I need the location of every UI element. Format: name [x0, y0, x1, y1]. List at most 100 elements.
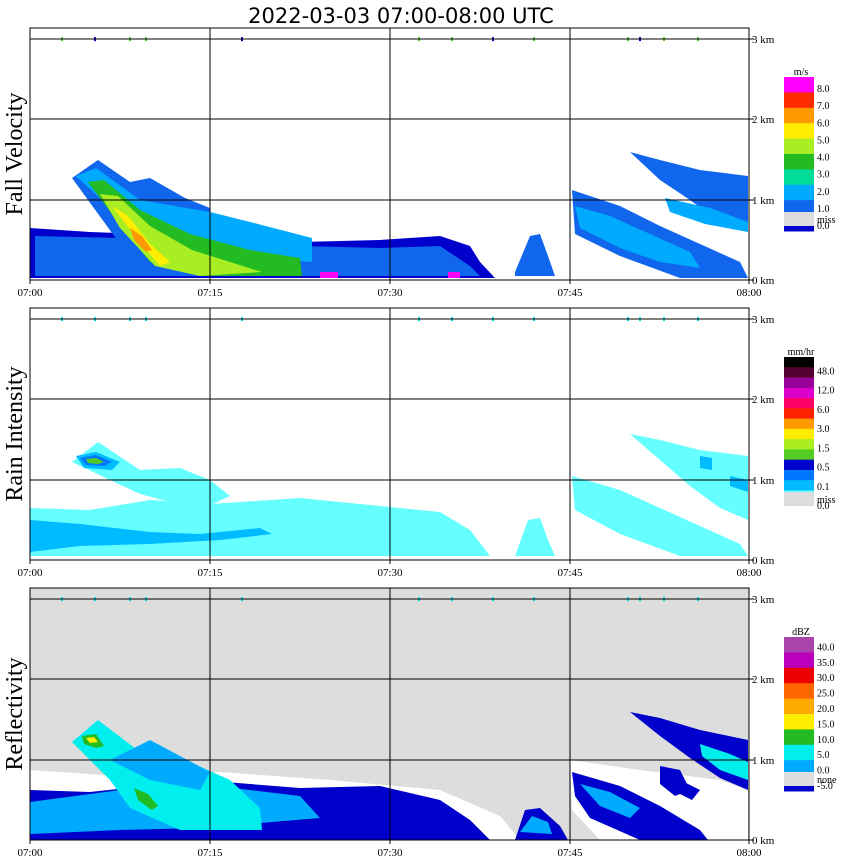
legend-unit: dBZ: [792, 627, 810, 638]
legend-label: 10.0: [817, 735, 835, 746]
echo-region: [110, 740, 210, 790]
echo-region: [572, 772, 708, 840]
legend-swatch: [784, 107, 814, 124]
echo-layer: [30, 152, 748, 278]
km-tick-label: 3 km: [752, 34, 775, 46]
time-tick-label: 07:00: [17, 287, 43, 299]
legend-missing-swatch: [784, 492, 814, 506]
time-tick-label: 08:00: [736, 567, 762, 579]
legend-label: 1.0: [817, 204, 830, 215]
echo-region: [580, 784, 640, 818]
legend-swatch: [784, 428, 814, 440]
legend-swatch: [784, 77, 814, 93]
echo-region: [575, 206, 700, 268]
legend-swatch: [784, 698, 814, 715]
legend-swatch: [784, 683, 814, 700]
legend-label: 7.0: [817, 101, 830, 112]
km-tick-label: 2 km: [752, 394, 775, 406]
time-tick-label: 07:15: [197, 287, 223, 299]
time-tick-label: 07:30: [377, 847, 403, 859]
legend-swatch: [784, 469, 814, 481]
legend-label: 12.0: [817, 386, 835, 397]
legend-label: 5.0: [817, 750, 830, 761]
legend-missing-label: none: [817, 775, 837, 786]
legend-swatch: [784, 459, 814, 471]
legend-label: 6.0: [817, 118, 830, 129]
legend-swatch: [784, 408, 814, 420]
echo-region: [700, 456, 748, 492]
legend-swatch: [784, 138, 814, 155]
time-tick-label: 08:00: [736, 847, 762, 859]
legend-label: 8.0: [817, 84, 830, 95]
time-tick-label: 07:15: [197, 567, 223, 579]
legend-label: 40.0: [817, 642, 835, 653]
legend-swatch: [784, 480, 814, 491]
legend-swatch: [784, 714, 814, 730]
legend-swatch: [784, 500, 814, 512]
legend-swatch: [784, 357, 814, 368]
panel-reflectivity: 0 km 1 km 2 km 3 km 07:00 07:15 07:30 07:45 08:0…: [2, 587, 837, 859]
echo-region: [86, 737, 98, 743]
legend-swatch: [784, 92, 814, 109]
panel-ylabel: Fall Velocity: [2, 93, 28, 216]
time-tick-label: 07:30: [377, 567, 403, 579]
legend-swatch: [784, 637, 814, 653]
km-tick-label: 2 km: [752, 674, 775, 686]
legend-missing-label: miss: [817, 495, 835, 506]
km-tick-label: 2 km: [752, 114, 775, 126]
legend-swatch: [784, 418, 814, 430]
echo-region: [700, 744, 748, 780]
echo-region: [320, 272, 460, 278]
legend-swatch: [784, 652, 814, 669]
echo-region: [660, 766, 700, 800]
legend-label: 0.0: [817, 501, 830, 512]
legend-label: 0.5: [817, 463, 830, 474]
echo-region: [86, 458, 104, 464]
legend-missing-swatch: [784, 772, 814, 786]
legend-label: 0.0: [817, 766, 830, 777]
legend-label: 3.0: [817, 170, 830, 181]
km-tick-label: 1 km: [752, 755, 775, 767]
legend-swatch: [784, 387, 814, 399]
legend-label: -5.0: [817, 781, 833, 792]
echo-layer: [30, 712, 748, 840]
legend-swatch: [784, 169, 814, 186]
legend-label: 1.5: [817, 443, 830, 454]
time-tick-label: 07:45: [557, 287, 583, 299]
legend-swatch: [784, 667, 814, 684]
legend-label: 6.0: [817, 405, 830, 416]
legend-label: 48.0: [817, 366, 835, 377]
echo-region: [630, 434, 748, 520]
echo-region: [572, 476, 748, 556]
legend-unit: m/s: [794, 67, 809, 78]
echo-region: [30, 520, 272, 552]
time-tick-label: 07:15: [197, 847, 223, 859]
time-tick-label: 07:45: [557, 567, 583, 579]
panel-ylabel: Rain Intensity: [2, 366, 28, 501]
legend-reflectivity: dBZ 40.0 35.0 30.0 25.0 20.0 15.0 10.0 5.0 0.0 -5.…: [784, 627, 837, 792]
panel-fall-velocity: 0 km 1 km 2 km 3 km 07:00 07:15 07:30 07:45 08:0…: [2, 27, 835, 299]
km-tick-label: 0 km: [752, 555, 775, 567]
legend-label: 2.0: [817, 187, 830, 198]
legend-label: 25.0: [817, 689, 835, 700]
legend-missing-swatch: [784, 212, 814, 226]
km-tick-label: 0 km: [752, 275, 775, 287]
legend-label: 20.0: [817, 704, 835, 715]
legend-swatch: [784, 154, 814, 170]
legend-label: 5.0: [817, 135, 830, 146]
legend-swatch: [784, 377, 814, 389]
legend-unit: mm/hr: [788, 347, 815, 358]
time-tick-label: 07:30: [377, 287, 403, 299]
km-tick-label: 1 km: [752, 195, 775, 207]
legend-label: 4.0: [817, 153, 830, 164]
legend-label: 3.0: [817, 424, 830, 435]
echo-region: [665, 198, 748, 232]
echo-layer: [30, 434, 748, 556]
chart-title: 2022-03-03 07:00-08:00 UTC: [248, 4, 554, 28]
legend-missing-label: miss: [817, 215, 835, 226]
legend-label: 35.0: [817, 658, 835, 669]
legend-swatch: [784, 439, 814, 450]
legend-swatch: [784, 449, 814, 461]
